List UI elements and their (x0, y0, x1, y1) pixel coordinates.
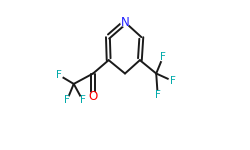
Text: F: F (56, 70, 62, 80)
Circle shape (55, 71, 62, 79)
Text: F: F (64, 95, 70, 105)
Text: O: O (88, 90, 98, 103)
Circle shape (63, 97, 71, 104)
Text: N: N (121, 16, 130, 29)
Circle shape (121, 18, 129, 26)
Circle shape (159, 53, 166, 61)
Circle shape (79, 97, 86, 104)
Text: F: F (155, 90, 161, 100)
Text: F: F (160, 52, 166, 62)
Text: F: F (170, 76, 175, 86)
Circle shape (89, 92, 97, 101)
Circle shape (154, 91, 162, 99)
Text: F: F (80, 95, 86, 105)
Circle shape (169, 77, 176, 85)
